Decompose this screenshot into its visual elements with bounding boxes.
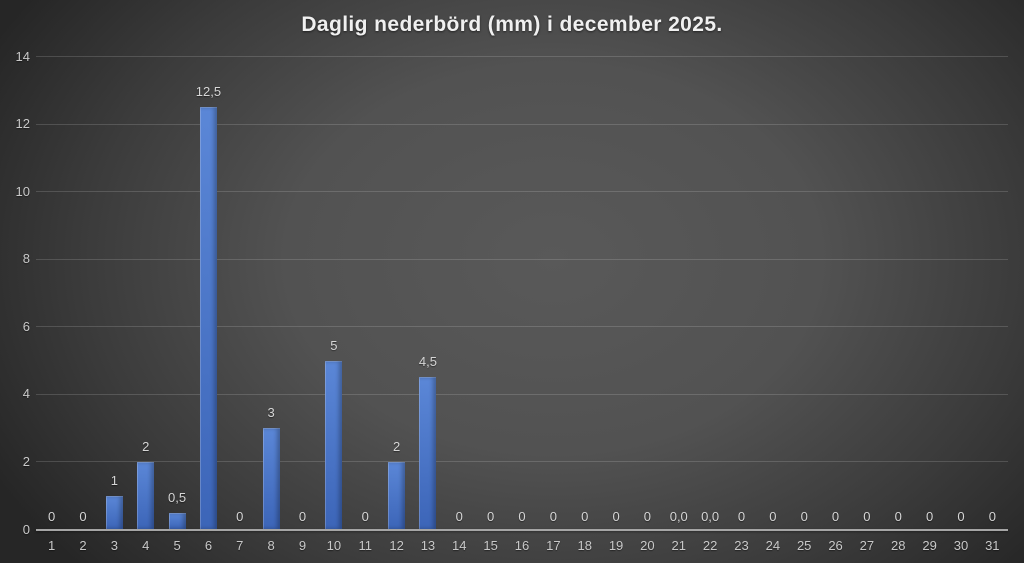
data-label-day-12: 2	[392, 438, 401, 454]
x-axis-tick-label: 7	[236, 538, 244, 553]
bar-day-3	[105, 495, 123, 530]
chart-title: Daglig nederbörd (mm) i december 2025.	[301, 13, 723, 36]
data-label-day-5: 0,5	[168, 489, 187, 505]
y-axis-tick-label: 12	[15, 116, 30, 132]
data-label-day-14: 0	[455, 508, 463, 524]
x-axis-tick-label: 16	[514, 538, 530, 553]
x-axis-tick-label: 31	[985, 538, 1000, 553]
data-label-day-18: 0	[581, 508, 589, 524]
bar-day-8	[262, 428, 280, 530]
data-label-day-27: 0	[863, 508, 871, 524]
data-label-day-29: 0	[925, 508, 934, 524]
data-label-day-7: 0	[236, 508, 244, 524]
x-axis-line	[36, 528, 1008, 531]
bar-day-10	[325, 360, 343, 530]
data-label-day-24: 0	[769, 508, 777, 524]
x-axis-tick-label: 22	[702, 538, 718, 553]
y-axis-tick-label: 0	[22, 521, 30, 537]
y-axis-tick-label: 14	[15, 48, 30, 64]
bar-day-6	[199, 107, 217, 530]
x-axis-tick-label: 2	[79, 538, 87, 553]
data-label-day-19: 0	[612, 508, 620, 524]
x-axis-tick-label: 24	[765, 538, 781, 553]
data-label-day-13: 4,5	[418, 354, 437, 370]
data-label-day-11: 0	[361, 508, 369, 524]
data-label-day-16: 0	[518, 508, 526, 524]
data-label-day-22: 0,0	[701, 508, 720, 524]
data-label-day-31: 0	[988, 508, 996, 524]
bar-day-12	[388, 461, 406, 530]
y-axis-tick-label: 4	[22, 386, 30, 402]
x-axis-tick-label: 23	[734, 538, 749, 553]
x-axis-tick-label: 20	[640, 538, 655, 553]
gridline	[36, 393, 1008, 395]
x-axis-tick-label: 8	[267, 538, 275, 553]
x-axis-tick-label: 14	[452, 538, 467, 553]
y-axis-tick-label: 6	[22, 318, 30, 334]
data-label-day-26: 0	[831, 508, 840, 524]
data-label-day-9: 0	[298, 508, 307, 524]
data-label-day-25: 0	[800, 508, 808, 524]
data-label-day-10: 5	[330, 337, 338, 353]
x-axis-tick-label: 12	[389, 538, 404, 553]
data-label-day-8: 3	[267, 405, 275, 421]
x-axis-tick-label: 1	[48, 538, 56, 553]
y-axis-tick-label: 10	[15, 183, 30, 199]
data-label-day-15: 0	[487, 508, 495, 524]
x-axis-tick-label: 11	[358, 538, 372, 553]
x-axis-tick-label: 13	[420, 538, 436, 553]
x-axis-tick-label: 15	[483, 538, 498, 553]
x-axis-tick-label: 10	[326, 538, 342, 553]
gridline	[36, 191, 1008, 193]
x-axis-tick-label: 3	[110, 538, 118, 553]
x-axis-tick-label: 29	[922, 538, 937, 553]
bar-day-4	[137, 461, 155, 530]
x-axis-tick-label: 4	[142, 538, 150, 553]
bar-day-13	[419, 377, 437, 530]
gridline	[36, 56, 1008, 57]
x-axis-tick-label: 6	[204, 538, 213, 553]
data-label-day-4: 2	[142, 438, 150, 454]
data-label-day-20: 0	[643, 508, 652, 524]
y-axis-tick-label: 2	[22, 453, 30, 469]
gridline	[36, 326, 1008, 328]
x-axis-tick-label: 19	[608, 538, 624, 553]
data-label-day-6: 12,5	[195, 84, 222, 100]
x-axis-tick-label: 26	[828, 538, 843, 553]
x-axis-tick-label: 27	[859, 538, 875, 553]
x-axis-tick-label: 25	[796, 538, 812, 553]
data-label-day-23: 0	[737, 508, 746, 524]
x-axis-tick-label: 30	[953, 538, 969, 553]
gridline	[36, 258, 1008, 260]
x-axis-tick-label: 28	[891, 538, 906, 553]
data-label-day-30: 0	[957, 508, 965, 524]
data-label-day-28: 0	[894, 508, 902, 524]
data-label-day-21: 0,0	[669, 508, 688, 524]
data-label-day-1: 0	[48, 508, 56, 524]
data-label-day-17: 0	[549, 508, 557, 524]
bar-day-5	[168, 512, 186, 530]
gridline	[36, 461, 1008, 463]
x-axis-tick-label: 9	[298, 538, 307, 553]
x-axis-tick-label: 17	[546, 538, 561, 553]
data-label-day-3: 1	[110, 472, 118, 488]
x-axis-tick-label: 5	[173, 538, 181, 553]
data-label-day-2: 0	[79, 508, 87, 524]
gridline	[36, 123, 1008, 125]
x-axis-tick-label: 21	[671, 538, 686, 553]
x-axis-tick-label: 18	[577, 538, 592, 553]
y-axis-tick-label: 8	[22, 251, 30, 267]
